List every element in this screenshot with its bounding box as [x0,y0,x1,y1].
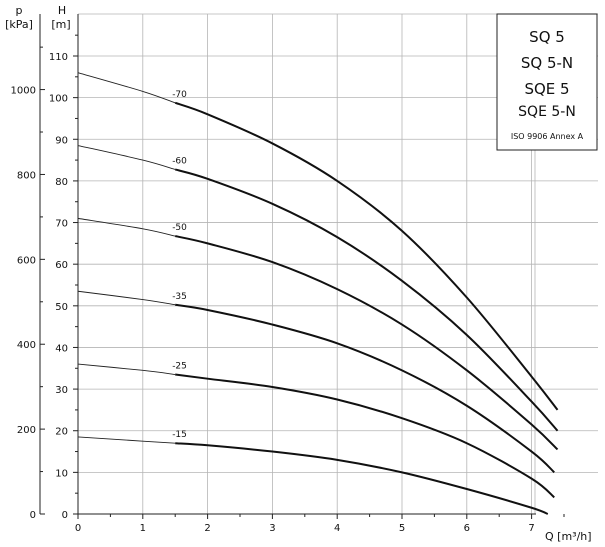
x-tick-label: 5 [399,523,405,534]
curve-label: -70 [172,90,187,100]
p-tick-label: 800 [17,170,36,181]
curve-label: -15 [172,430,187,440]
p-tick-label: 400 [17,340,36,351]
p-tick-label: 0 [30,510,36,521]
legend-model-3: SQE 5 [524,80,569,98]
curve-label: -60 [172,156,187,166]
h-tick-label: 20 [55,427,68,438]
curve-minus15-thin [77,436,176,444]
curve-label: -50 [172,223,187,233]
h-tick-label: 30 [55,385,68,396]
curve-minus50-thick [174,235,559,451]
p-axis-title-line2: [kPa] [5,18,33,31]
h-axis-title-line1: H [58,4,66,17]
legend-standard: ISO 9906 Annex A [511,132,584,141]
h-tick-label: 60 [55,260,68,271]
curve-minus70-thin [77,72,176,104]
x-tick-label: 1 [140,523,146,534]
h-axis-title-line2: [m] [51,18,70,31]
curve-label: -35 [172,292,187,302]
h-tick-label: 70 [55,219,68,230]
p-tick-label: 600 [17,255,36,266]
h-tick-label: 40 [55,343,68,354]
curve-label: -25 [172,362,187,372]
h-tick-label: 50 [55,302,68,313]
x-tick-label: 7 [528,523,534,534]
h-tick-label: 100 [49,94,68,105]
curve-minus50-thin [77,217,176,237]
legend-box: SQ 5 SQ 5-N SQE 5 SQE 5-N ISO 9906 Annex… [496,13,598,151]
curve-minus70-thick [174,101,559,411]
h-tick-label: 80 [55,177,68,188]
x-tick-label: 4 [334,523,340,534]
curve-minus35-thin [77,290,176,306]
x-axis-title: Q [m³/h] [545,530,592,543]
h-tick-label: 90 [55,135,68,146]
curve-minus35-thick [175,303,555,474]
x-tick-label: 3 [269,523,275,534]
x-tick-label: 2 [204,523,210,534]
h-tick-label: 10 [55,468,68,479]
curve-minus25-thin [77,363,176,375]
legend-model-1: SQ 5 [529,28,565,46]
p-tick-label: 200 [17,425,36,436]
curve-minus25-thick [175,373,555,499]
h-tick-label: 0 [62,510,68,521]
x-tick-label: 0 [75,523,81,534]
x-tick-label: 6 [464,523,470,534]
curve-minus15-thick [175,442,549,515]
p-tick-label: 1000 [11,86,36,97]
p-axis-title-line1: p [16,4,23,17]
legend-model-4: SQE 5-N [518,104,576,120]
curve-minus60-thick [174,168,559,432]
legend-model-2: SQ 5-N [521,54,573,72]
curve-minus60-thin [77,145,176,170]
h-tick-label: 110 [49,52,68,63]
